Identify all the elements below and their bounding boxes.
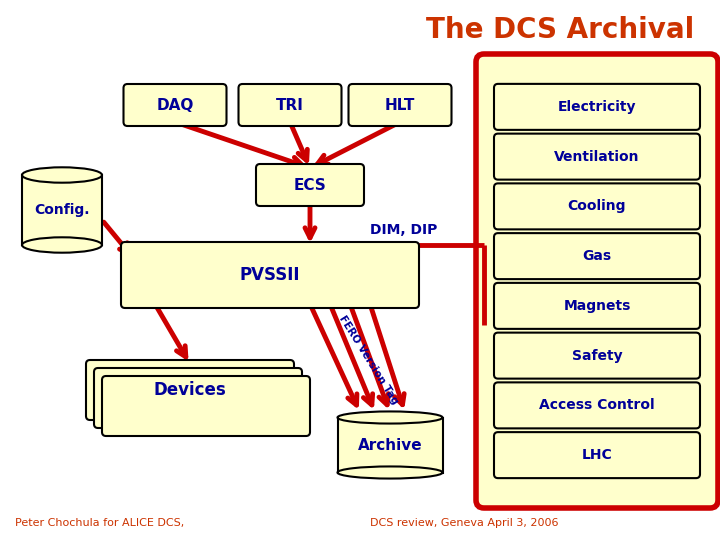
Text: HLT: HLT	[384, 98, 415, 112]
Ellipse shape	[338, 411, 443, 423]
Text: TRI: TRI	[276, 98, 304, 112]
Text: DAQ: DAQ	[156, 98, 194, 112]
Text: Config.: Config.	[35, 203, 90, 217]
FancyBboxPatch shape	[494, 84, 700, 130]
FancyBboxPatch shape	[494, 382, 700, 428]
FancyBboxPatch shape	[494, 283, 700, 329]
Ellipse shape	[22, 167, 102, 183]
Text: LHC: LHC	[582, 448, 613, 462]
FancyBboxPatch shape	[494, 333, 700, 379]
Text: Safety: Safety	[572, 349, 622, 363]
FancyBboxPatch shape	[476, 54, 718, 508]
FancyBboxPatch shape	[256, 164, 364, 206]
Bar	[338, 417, 443, 472]
Text: Electricity: Electricity	[558, 100, 636, 114]
Text: The DCS Archival: The DCS Archival	[426, 16, 694, 44]
Text: PVSSII: PVSSII	[240, 266, 300, 284]
Text: Devices: Devices	[153, 381, 226, 399]
FancyBboxPatch shape	[102, 376, 310, 436]
FancyBboxPatch shape	[94, 368, 302, 428]
Text: Peter Chochula for ALICE DCS,: Peter Chochula for ALICE DCS,	[15, 518, 184, 528]
FancyBboxPatch shape	[494, 184, 700, 230]
Ellipse shape	[338, 467, 443, 478]
Text: Magnets: Magnets	[563, 299, 631, 313]
FancyBboxPatch shape	[494, 133, 700, 180]
Text: DCS review, Geneva April 3, 2006: DCS review, Geneva April 3, 2006	[370, 518, 559, 528]
FancyBboxPatch shape	[494, 233, 700, 279]
Text: FERO Version Tag: FERO Version Tag	[336, 314, 400, 406]
FancyBboxPatch shape	[348, 84, 451, 126]
Text: Cooling: Cooling	[568, 199, 626, 213]
Text: Ventilation: Ventilation	[554, 150, 640, 164]
FancyBboxPatch shape	[494, 432, 700, 478]
Ellipse shape	[22, 237, 102, 253]
Text: ECS: ECS	[294, 178, 326, 192]
Text: DIM, DIP: DIM, DIP	[370, 223, 437, 237]
Text: Archive: Archive	[358, 437, 423, 453]
FancyBboxPatch shape	[124, 84, 227, 126]
Text: Gas: Gas	[582, 249, 611, 263]
FancyBboxPatch shape	[121, 242, 419, 308]
FancyBboxPatch shape	[238, 84, 341, 126]
Bar	[22, 175, 102, 245]
Text: Access Control: Access Control	[539, 399, 654, 413]
FancyBboxPatch shape	[86, 360, 294, 420]
